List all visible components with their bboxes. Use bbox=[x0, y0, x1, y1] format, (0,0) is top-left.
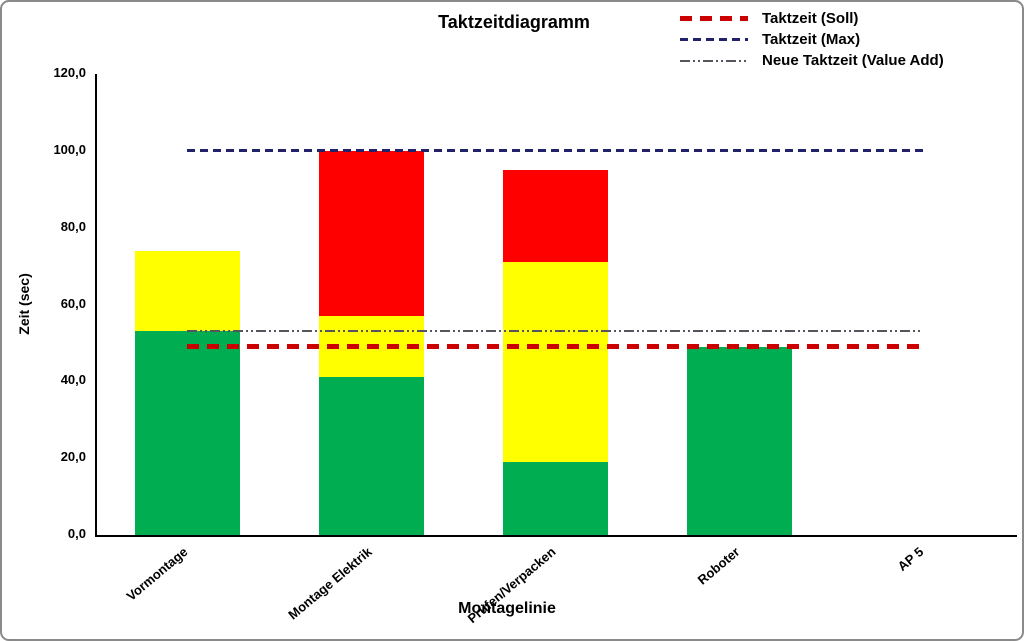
legend-label-valueadd: Neue Taktzeit (Value Add) bbox=[762, 52, 944, 69]
bar-segment-yellow bbox=[135, 251, 240, 331]
y-axis-title: Zeit (sec) bbox=[16, 273, 32, 335]
y-tick-label: 80,0 bbox=[60, 219, 86, 234]
bar-segment-green bbox=[503, 462, 608, 535]
legend-line-sample-valueadd bbox=[680, 59, 748, 62]
y-tick-label: 20,0 bbox=[60, 449, 86, 464]
bar-segment-green bbox=[687, 347, 792, 535]
x-category-label: AP 5 bbox=[895, 544, 927, 574]
legend-item-taktzeit-max: Taktzeit (Max) bbox=[680, 29, 944, 50]
legend-line-sample-soll bbox=[680, 16, 748, 21]
legend-item-neue-taktzeit: Neue Taktzeit (Value Add) bbox=[680, 50, 944, 71]
legend: Taktzeit (Soll) Taktzeit (Max) Neue Takt… bbox=[680, 8, 944, 71]
plot-area bbox=[95, 74, 1017, 537]
refline-soll bbox=[187, 344, 923, 349]
y-tick-label: 100,0 bbox=[53, 142, 86, 157]
bar-segment-yellow bbox=[503, 262, 608, 462]
x-axis-title: Montagelinie bbox=[458, 600, 556, 617]
chart-title: Taktzeitdiagramm bbox=[438, 12, 590, 32]
x-category-label: Montage Elektrik bbox=[285, 544, 375, 623]
y-tick-label: 40,0 bbox=[60, 372, 86, 387]
legend-label-soll: Taktzeit (Soll) bbox=[762, 10, 859, 27]
y-tick-label: 120,0 bbox=[53, 65, 86, 80]
legend-label-max: Taktzeit (Max) bbox=[762, 31, 861, 48]
y-tick-label: 60,0 bbox=[60, 296, 86, 311]
legend-line-sample-max bbox=[680, 38, 748, 41]
bar-segment-red bbox=[319, 151, 424, 316]
refline-max bbox=[187, 149, 923, 152]
bar-segment-red bbox=[503, 170, 608, 262]
bar-segment-green bbox=[319, 377, 424, 535]
x-category-label: Roboter bbox=[694, 544, 743, 588]
x-category-label: Vormontage bbox=[123, 544, 191, 604]
bar-segment-green bbox=[135, 331, 240, 535]
legend-item-taktzeit-soll: Taktzeit (Soll) bbox=[680, 8, 944, 29]
refline-valueadd bbox=[187, 330, 923, 332]
y-tick-label: 0,0 bbox=[67, 526, 86, 541]
